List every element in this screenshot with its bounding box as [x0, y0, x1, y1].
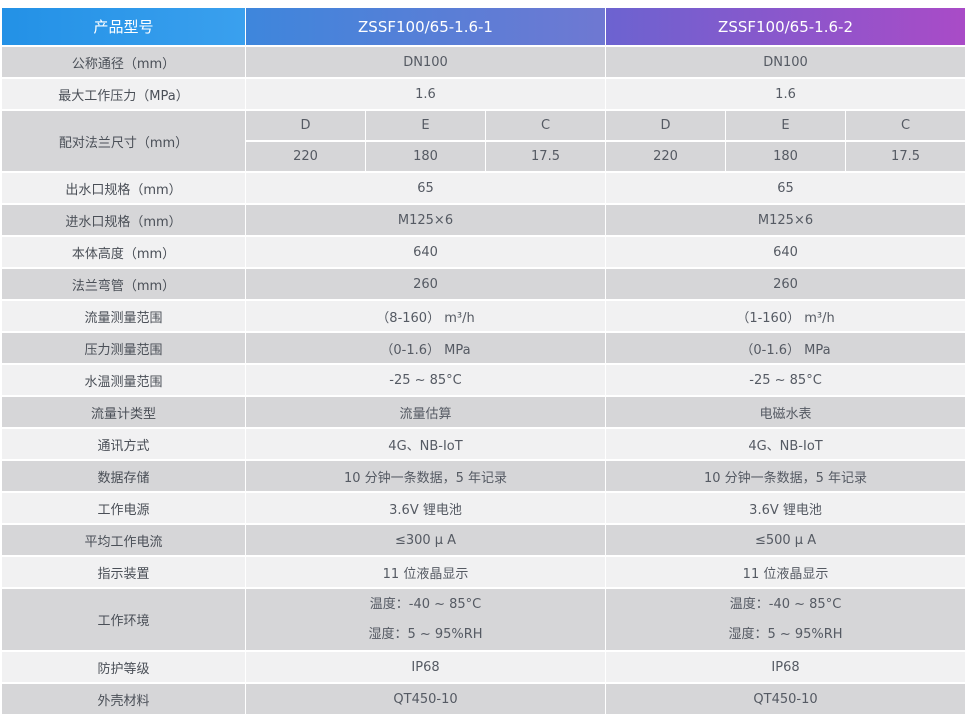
model-2-value: DN100: [606, 47, 966, 77]
model-2-value: QT450-10: [606, 684, 966, 714]
model-2-value: 260: [606, 269, 966, 299]
model-1-value: 65: [246, 173, 606, 203]
model-2-environment: 温度：-40 ~ 85°C 湿度：5 ~ 95%RH: [606, 589, 966, 650]
row-nominal-diameter: 公称通径（mm） DN100 DN100: [2, 47, 966, 77]
model-1-value: 260: [246, 269, 606, 299]
row-flange-cols: 配对法兰尺寸（mm） D E C D E C: [2, 111, 966, 171]
row-temp-range: 水温测量范围 -25 ~ 85°C -25 ~ 85°C: [2, 365, 966, 395]
row-label: 数据存储: [2, 461, 245, 491]
model-2-value: ≤500 μ A: [606, 525, 966, 555]
row-storage: 数据存储 10 分钟一条数据，5 年记录 10 分钟一条数据，5 年记录: [2, 461, 966, 491]
row-flow-range: 流量测量范围 （8-160） m³/h （1-160） m³/h: [2, 301, 966, 331]
model-1-value: 640: [246, 237, 606, 267]
model-1-environment: 温度：-40 ~ 85°C 湿度：5 ~ 95%RH: [246, 589, 606, 650]
row-label: 出水口规格（mm）: [2, 173, 245, 203]
row-comm: 通讯方式 4G、NB-IoT 4G、NB-IoT: [2, 429, 966, 459]
model-2-value: 3.6V 锂电池: [606, 493, 966, 523]
flange-col-e: E: [366, 111, 485, 140]
model-1-value: -25 ~ 85°C: [246, 365, 606, 395]
row-label: 流量测量范围: [2, 301, 245, 331]
row-label: 流量计类型: [2, 397, 245, 427]
model-1-value: 1.6: [246, 79, 606, 109]
flange-d-value: 220: [606, 142, 726, 171]
row-label: 防护等级: [2, 652, 245, 682]
row-label: 平均工作电流: [2, 525, 245, 555]
model-2-value: 11 位液晶显示: [606, 557, 966, 587]
flange-col-c: C: [846, 111, 966, 140]
row-label: 外壳材料: [2, 684, 245, 714]
spec-table: 产品型号 ZSSF100/65-1.6-1 ZSSF100/65-1.6-2 公…: [1, 6, 966, 716]
row-label: 压力测量范围: [2, 333, 245, 363]
row-flange-values: 220 180 17.5 220 180 17.5: [2, 142, 966, 171]
row-label: 本体高度（mm）: [2, 237, 245, 267]
header-label: 产品型号: [2, 8, 245, 45]
row-outlet: 出水口规格（mm） 65 65: [2, 173, 966, 203]
row-label: 指示装置: [2, 557, 245, 587]
model-1-value: QT450-10: [246, 684, 606, 714]
humidity-range: 湿度：5 ~ 95%RH: [368, 626, 483, 642]
row-label: 水温测量范围: [2, 365, 245, 395]
model-2-value: （1-160） m³/h: [606, 301, 966, 331]
row-pressure-range: 压力测量范围 （0-1.6） MPa （0-1.6） MPa: [2, 333, 966, 363]
row-environment: 工作环境 温度：-40 ~ 85°C 湿度：5 ~ 95%RH 温度：-40 ~…: [2, 589, 966, 650]
row-label: 最大工作压力（MPa）: [2, 79, 245, 109]
row-flange-elbow: 法兰弯管（mm） 260 260: [2, 269, 966, 299]
flange-e-value: 180: [366, 142, 485, 171]
header-row: 产品型号 ZSSF100/65-1.6-1 ZSSF100/65-1.6-2: [2, 8, 966, 45]
header-model-2: ZSSF100/65-1.6-2: [606, 8, 966, 45]
row-body-height: 本体高度（mm） 640 640: [2, 237, 966, 267]
row-label: 配对法兰尺寸（mm）: [2, 111, 245, 171]
model-2-value: 电磁水表: [606, 397, 966, 427]
row-label: 工作环境: [2, 589, 245, 650]
flange-e-value: 180: [726, 142, 846, 171]
flange-col-e: E: [726, 111, 846, 140]
row-meter-type: 流量计类型 流量估算 电磁水表: [2, 397, 966, 427]
flange-c-value: 17.5: [486, 142, 606, 171]
flange-col-d: D: [246, 111, 365, 140]
model-1-value: 3.6V 锂电池: [246, 493, 606, 523]
model-2-value: 1.6: [606, 79, 966, 109]
row-power: 工作电源 3.6V 锂电池 3.6V 锂电池: [2, 493, 966, 523]
model-2-value: IP68: [606, 652, 966, 682]
model-2-value: -25 ~ 85°C: [606, 365, 966, 395]
flange-col-c: C: [486, 111, 606, 140]
model-1-value: ≤300 μ A: [246, 525, 606, 555]
row-label: 公称通径（mm）: [2, 47, 245, 77]
model-1-value: IP68: [246, 652, 606, 682]
row-inlet: 进水口规格（mm） M125×6 M125×6: [2, 205, 966, 235]
model-2-value: 10 分钟一条数据，5 年记录: [606, 461, 966, 491]
row-protection: 防护等级 IP68 IP68: [2, 652, 966, 682]
model-1-value: 11 位液晶显示: [246, 557, 606, 587]
row-label: 进水口规格（mm）: [2, 205, 245, 235]
row-label: 通讯方式: [2, 429, 245, 459]
model-1-value: 流量估算: [246, 397, 606, 427]
model-2-value: 65: [606, 173, 966, 203]
flange-col-d: D: [606, 111, 726, 140]
row-max-pressure: 最大工作压力（MPa） 1.6 1.6: [2, 79, 966, 109]
model-1-value: （8-160） m³/h: [246, 301, 606, 331]
model-2-value: M125×6: [606, 205, 966, 235]
row-label: 工作电源: [2, 493, 245, 523]
model-1-value: 10 分钟一条数据，5 年记录: [246, 461, 606, 491]
row-display: 指示装置 11 位液晶显示 11 位液晶显示: [2, 557, 966, 587]
temperature-range: 温度：-40 ~ 85°C: [729, 596, 842, 612]
model-2-value: 640: [606, 237, 966, 267]
model-1-value: M125×6: [246, 205, 606, 235]
row-housing: 外壳材料 QT450-10 QT450-10: [2, 684, 966, 714]
flange-d-value: 220: [246, 142, 365, 171]
model-2-value: 4G、NB-IoT: [606, 429, 966, 459]
row-label: 法兰弯管（mm）: [2, 269, 245, 299]
model-1-value: DN100: [246, 47, 606, 77]
humidity-range: 湿度：5 ~ 95%RH: [728, 626, 843, 642]
header-model-1: ZSSF100/65-1.6-1: [246, 8, 606, 45]
model-1-value: （0-1.6） MPa: [246, 333, 606, 363]
temperature-range: 温度：-40 ~ 85°C: [369, 596, 482, 612]
model-2-value: （0-1.6） MPa: [606, 333, 966, 363]
row-avg-current: 平均工作电流 ≤300 μ A ≤500 μ A: [2, 525, 966, 555]
flange-c-value: 17.5: [846, 142, 966, 171]
model-1-value: 4G、NB-IoT: [246, 429, 606, 459]
